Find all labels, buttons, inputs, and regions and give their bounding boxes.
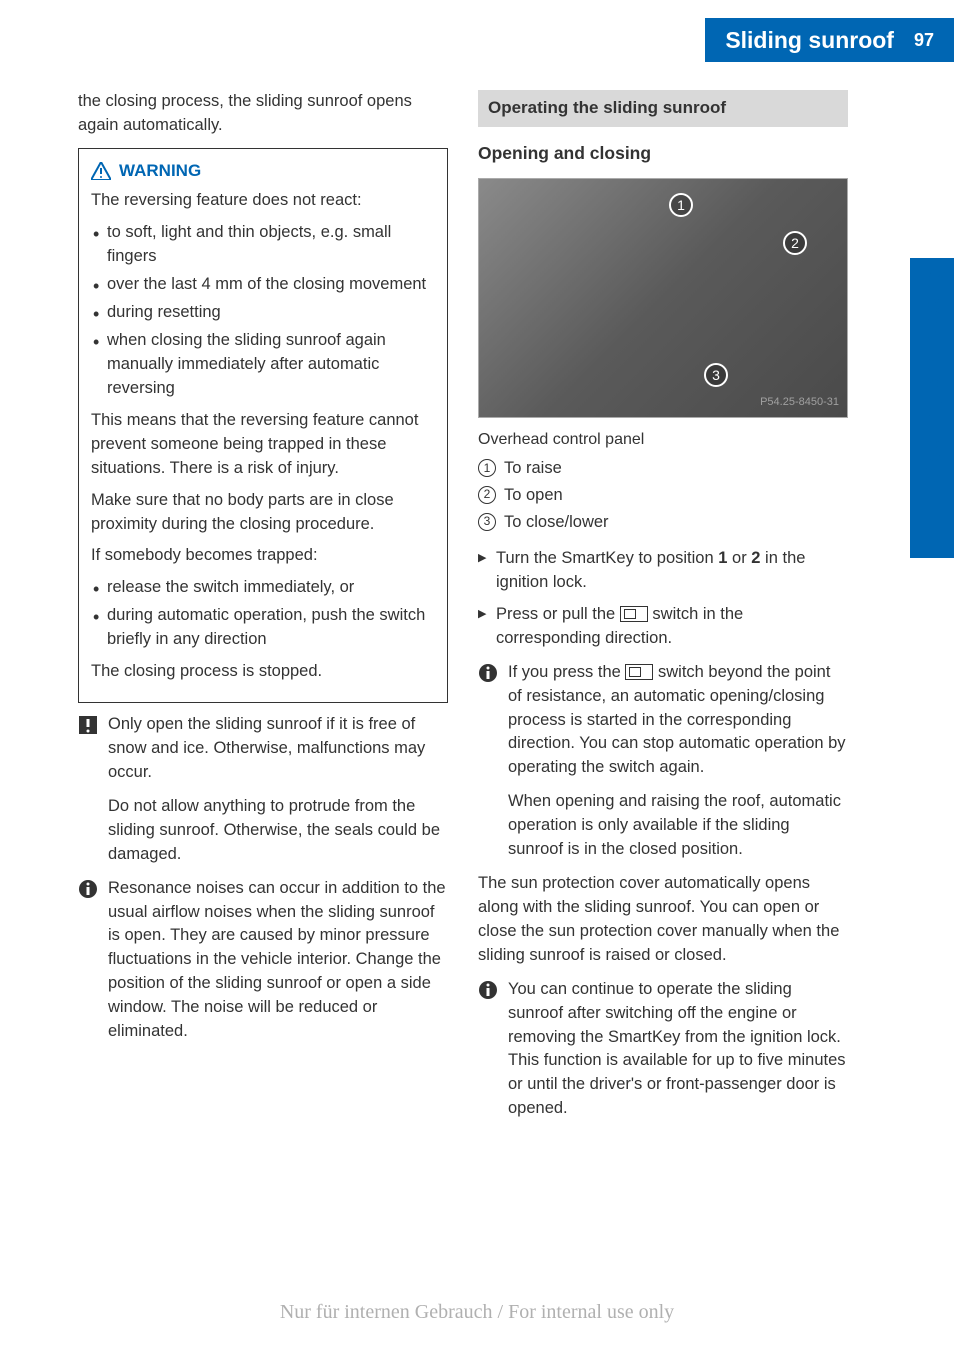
sub-header: Opening and closing — [478, 141, 848, 166]
legend-num-3: 3 — [478, 513, 496, 531]
page-header: Sliding sunroof 97 — [705, 18, 954, 62]
warn-b1-1: over the last 4 mm of the closing moveme… — [91, 273, 435, 297]
legend-txt-3: To close/lower — [504, 511, 609, 535]
step-1: Turn the SmartKey to position 1 or 2 in … — [478, 547, 848, 595]
warning-label: WARNING — [119, 159, 201, 184]
legend-num-2: 2 — [478, 486, 496, 504]
warn-b2-0: release the switch immediately, or — [91, 576, 435, 600]
legend-1: 1 To raise — [478, 457, 848, 481]
legend-txt-2: To open — [504, 484, 563, 508]
warn-p2: This means that the reversing feature ca… — [91, 409, 435, 481]
side-tab-label: Opening and closing — [920, 265, 946, 483]
switch-icon — [625, 664, 653, 680]
right-column: Operating the sliding sunroof Opening an… — [478, 90, 848, 1131]
warning-header: WARNING — [91, 159, 435, 184]
callout-2: 2 — [783, 231, 807, 255]
warn-b2-1: during automatic operation, push the swi… — [91, 604, 435, 652]
warn-bullets-2: release the switch immediately, or durin… — [91, 576, 435, 652]
step-list: Turn the SmartKey to position 1 or 2 in … — [478, 547, 848, 651]
left-column: the closing process, the sliding sunroof… — [78, 90, 448, 1131]
step-2: Press or pull the switch in the correspo… — [478, 603, 848, 651]
legend-num-1: 1 — [478, 459, 496, 477]
info-note-r1: If you press the switch beyond the point… — [478, 661, 848, 862]
para-after: The sun protection cover automatically o… — [478, 872, 848, 968]
warn-p5: The closing process is stopped. — [91, 660, 435, 684]
legend-txt-1: To raise — [504, 457, 562, 481]
content-area: the closing process, the sliding sunroof… — [78, 90, 848, 1131]
warning-box: WARNING The reversing feature does not r… — [78, 148, 448, 703]
info-note-r2: You can continue to operate the sliding … — [478, 978, 848, 1122]
info-icon — [478, 980, 498, 1000]
info-icon — [78, 879, 98, 899]
legend-3: 3 To close/lower — [478, 511, 848, 535]
info-r1-sub: When opening and raising the roof, autom… — [508, 790, 848, 862]
legend-list: 1 To raise 2 To open 3 To close/lower — [478, 457, 848, 535]
callout-1: 1 — [669, 193, 693, 217]
switch-icon — [620, 606, 648, 622]
callout-3: 3 — [704, 363, 728, 387]
header-title: Sliding sunroof — [725, 27, 894, 54]
page-number: 97 — [914, 30, 934, 51]
note1-p1: Only open the sliding sunroof if it is f… — [108, 713, 448, 785]
warn-bullets-1: to soft, light and thin objects, e.g. sm… — [91, 221, 435, 400]
info-r1-text: If you press the switch beyond the point… — [508, 661, 848, 862]
warn-b1-3: when closing the sliding sunroof again m… — [91, 329, 435, 401]
info-note-left: Resonance noises can occur in addition t… — [78, 877, 448, 1044]
warn-p3: Make sure that no body parts are in clos… — [91, 489, 435, 537]
exclaim-note: Only open the sliding sunroof if it is f… — [78, 713, 448, 867]
info-r2-text: You can continue to operate the sliding … — [508, 978, 848, 1122]
section-header: Operating the sliding sunroof — [478, 90, 848, 127]
warn-b1-2: during resetting — [91, 301, 435, 325]
note2-text: Resonance noises can occur in addition t… — [108, 877, 448, 1044]
note1-text: Only open the sliding sunroof if it is f… — [108, 713, 448, 867]
image-ref-code: P54.25-8450-31 — [760, 395, 839, 411]
note1-p2: Do not allow anything to protrude from t… — [108, 795, 448, 867]
info-icon — [478, 663, 498, 683]
warning-triangle-icon — [91, 162, 111, 180]
legend-2: 2 To open — [478, 484, 848, 508]
overhead-panel-image: 1 2 3 P54.25-8450-31 — [478, 178, 848, 418]
warn-p1: The reversing feature does not react: — [91, 189, 435, 213]
image-caption: Overhead control panel — [478, 428, 848, 451]
warn-p4: If somebody becomes trapped: — [91, 544, 435, 568]
footer-watermark: Nur für internen Gebrauch / For internal… — [0, 1301, 954, 1324]
intro-para: the closing process, the sliding sunroof… — [78, 90, 448, 138]
exclaim-icon — [78, 715, 98, 735]
warn-b1-0: to soft, light and thin objects, e.g. sm… — [91, 221, 435, 269]
